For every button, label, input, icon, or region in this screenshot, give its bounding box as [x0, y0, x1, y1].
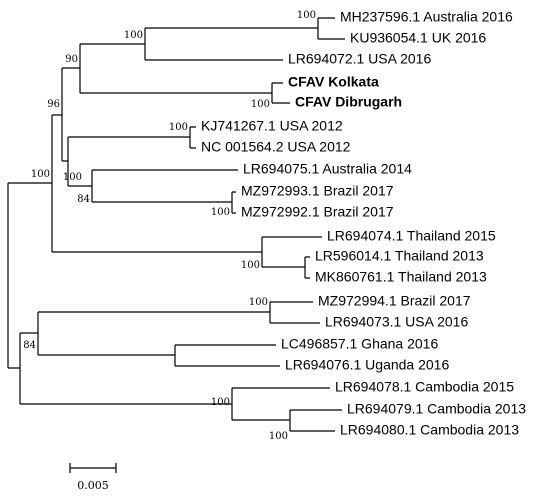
bootstrap-value: 90	[65, 54, 78, 65]
bootstrap-value: 100	[211, 207, 230, 218]
bootstrap-value: 100	[297, 10, 316, 21]
leaf-label: MZ972993.1 Brazil 2017	[241, 183, 394, 199]
bootstrap-value: 100	[269, 431, 288, 442]
tree-branches	[7, 17, 345, 432]
leaf-label: LR694073.1 USA 2016	[325, 314, 468, 330]
scale-bar-label: 0.005	[77, 479, 109, 492]
bootstrap-value: 100	[31, 169, 50, 180]
bootstrap-value: 100	[211, 397, 230, 408]
bootstrap-value: 100	[169, 122, 188, 133]
bootstrap-value: 84	[77, 194, 90, 205]
leaf-label: KJ741267.1 USA 2012	[201, 118, 343, 134]
leaf-label: LR694079.1 Cambodia 2013	[347, 401, 526, 417]
bootstrap-value: 96	[47, 99, 60, 110]
leaf-label: LR694078.1 Cambodia 2015	[335, 379, 514, 395]
leaf-label: CFAV Kolkata	[288, 74, 379, 90]
leaf-label: CFAV Dibrugarh	[295, 94, 402, 110]
leaf-label: LC496857.1 Ghana 2016	[281, 336, 438, 352]
leaf-label: MH237596.1 Australia 2016	[340, 9, 513, 25]
bootstrap-value: 84	[23, 340, 36, 351]
leaf-label: LR694076.1 Uganda 2016	[285, 357, 449, 373]
leaf-label: NC 001564.2 USA 2012	[201, 139, 351, 155]
leaf-label: LR596014.1 Thailand 2013	[315, 248, 484, 264]
leaf-label: MK860761.1 Thailand 2013	[315, 269, 487, 285]
leaf-label: MZ972994.1 Brazil 2017	[318, 293, 471, 309]
bootstrap-value: 100	[251, 99, 270, 110]
leaf-label: LR694080.1 Cambodia 2013	[340, 422, 519, 438]
leaf-label: LR694072.1 USA 2016	[288, 51, 431, 67]
leaf-label: MZ972992.1 Brazil 2017	[241, 204, 394, 220]
leaf-label: KU936054.1 UK 2016	[350, 30, 486, 46]
bootstrap-value: 100	[124, 30, 143, 41]
bootstrap-value: 100	[63, 172, 82, 183]
scale-bar	[69, 463, 117, 473]
bootstrap-value: 100	[241, 260, 260, 271]
leaf-label: LR694075.1 Australia 2014	[243, 161, 412, 177]
leaf-label: LR694074.1 Thailand 2015	[327, 228, 496, 244]
bootstrap-value: 100	[249, 297, 268, 308]
